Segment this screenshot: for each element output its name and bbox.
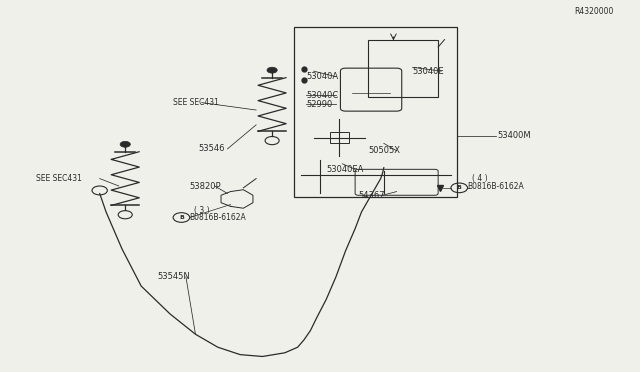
Text: B: B	[457, 185, 461, 190]
Circle shape	[267, 67, 277, 73]
Circle shape	[120, 141, 131, 147]
Text: 53400M: 53400M	[497, 131, 531, 141]
Text: 54367: 54367	[358, 191, 385, 200]
Text: 53546: 53546	[198, 144, 225, 153]
Text: 53040C: 53040C	[306, 91, 338, 100]
Bar	[330, 132, 349, 143]
Text: B0816B-6162A: B0816B-6162A	[189, 213, 246, 222]
Text: B0816B-6162A: B0816B-6162A	[467, 182, 524, 190]
Text: 53040A: 53040A	[306, 72, 338, 81]
Text: SEE SEC431: SEE SEC431	[36, 174, 82, 183]
Bar	[294, 27, 458, 197]
Text: ( 3 ): ( 3 )	[194, 206, 210, 215]
Text: 50505X: 50505X	[368, 146, 400, 155]
Text: 53040E: 53040E	[413, 67, 444, 76]
Text: ( 4 ): ( 4 )	[472, 174, 488, 183]
Text: 53545N: 53545N	[157, 272, 190, 281]
Text: R4320000: R4320000	[574, 7, 614, 16]
Text: 53040EA: 53040EA	[326, 165, 364, 174]
Text: SEE SEC431: SEE SEC431	[173, 98, 219, 107]
Bar	[368, 39, 438, 97]
Text: B: B	[179, 215, 184, 220]
Text: 52990: 52990	[306, 100, 332, 109]
Text: 53820P: 53820P	[189, 182, 221, 190]
